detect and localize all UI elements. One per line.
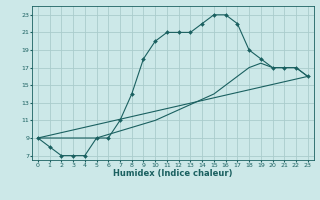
X-axis label: Humidex (Indice chaleur): Humidex (Indice chaleur) (113, 169, 233, 178)
